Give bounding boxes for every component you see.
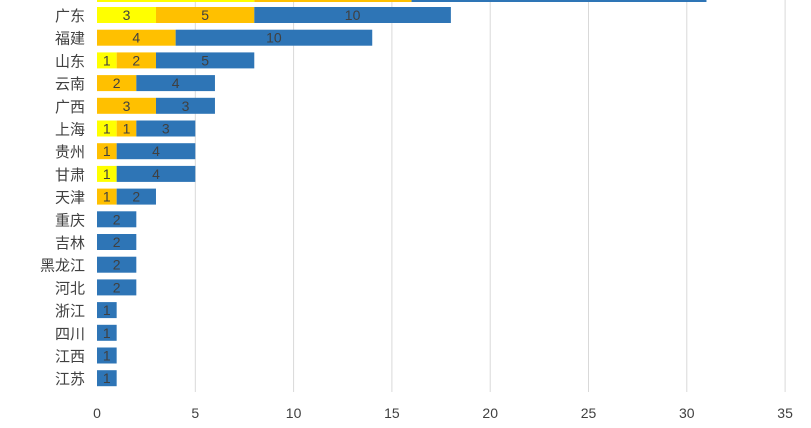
bar-segment	[155, 7, 255, 23]
x-tick-label: 10	[286, 405, 302, 421]
category-label: 吉林	[55, 234, 85, 252]
data-label: 2	[113, 234, 121, 250]
data-label: 2	[113, 75, 121, 91]
data-label: 1	[103, 370, 111, 386]
data-label: 1	[103, 121, 111, 137]
data-label: 1	[103, 325, 111, 341]
bar-segment	[97, 324, 117, 341]
x-tick-label: 25	[581, 405, 597, 421]
category-label: 广西	[55, 98, 85, 116]
data-label: 2	[113, 279, 121, 295]
bar-segment	[97, 279, 137, 296]
category-label: 天津	[55, 189, 85, 207]
data-label: 5	[201, 7, 209, 23]
data-label: 5	[201, 52, 209, 68]
category-label: 江西	[55, 348, 85, 366]
bar-segment	[97, 7, 156, 23]
bar-segment	[97, 370, 117, 387]
bar-segment	[175, 29, 373, 46]
bar-segment	[155, 97, 215, 114]
partial-bar-segment	[411, 0, 707, 2]
data-label: 2	[132, 52, 140, 68]
data-label: 10	[266, 30, 282, 46]
category-label: 浙江	[55, 302, 85, 320]
gridlines	[194, 0, 786, 392]
bar-segment	[97, 29, 176, 46]
data-label: 4	[172, 75, 180, 91]
data-label: 4	[132, 30, 140, 46]
data-label: 1	[103, 189, 111, 205]
category-label: 上海	[55, 121, 85, 139]
data-label: 1	[103, 302, 111, 318]
category-label: 重庆	[55, 211, 85, 229]
data-label: 1	[123, 121, 131, 137]
partial-bar-segment	[97, 0, 255, 2]
bar-segment	[97, 97, 156, 114]
x-tick-label: 20	[482, 405, 498, 421]
bar-segment	[116, 120, 137, 137]
bar-segment	[155, 52, 255, 69]
x-tick-label: 15	[384, 405, 400, 421]
category-label: 四川	[55, 325, 85, 343]
bar-segment	[97, 52, 117, 69]
data-label: 10	[345, 7, 361, 23]
partial-bar-segment	[254, 0, 412, 2]
data-label: 1	[103, 166, 111, 182]
bar-segment	[97, 347, 117, 364]
category-label: 甘肃	[55, 166, 85, 184]
bar-segment	[97, 302, 117, 319]
x-tick-label: 0	[93, 405, 101, 421]
data-label: 2	[113, 211, 121, 227]
x-tick-label: 35	[777, 405, 793, 421]
bar-segment	[97, 256, 137, 273]
data-label: 1	[103, 143, 111, 159]
bar-segment	[97, 165, 117, 182]
bar-segment	[116, 165, 196, 182]
data-label: 4	[152, 143, 160, 159]
bar-segment	[97, 188, 117, 205]
category-label: 黑龙江	[40, 257, 85, 275]
category-label: 山东	[55, 52, 85, 70]
x-tick-label: 5	[191, 405, 199, 421]
partial-top-bar	[97, 0, 707, 2]
category-label: 江苏	[55, 370, 85, 388]
data-label: 3	[162, 121, 170, 137]
data-label: 1	[103, 52, 111, 68]
bar-segment	[136, 75, 215, 92]
bar-segment	[116, 52, 156, 69]
x-axis-tick-labels: 0 5 10 15 20 25 30 35	[93, 405, 793, 421]
bar-segment	[116, 143, 196, 160]
bar-segment	[97, 211, 137, 228]
bar-segment	[116, 188, 156, 205]
data-label: 4	[152, 166, 160, 182]
data-label: 3	[123, 98, 131, 114]
data-label: 3	[123, 7, 131, 23]
category-label: 河北	[55, 279, 85, 297]
bar-segment	[97, 143, 117, 160]
bar-segment	[97, 234, 137, 250]
data-label: 3	[182, 98, 190, 114]
x-tick-label: 30	[679, 405, 695, 421]
bar-segment	[136, 120, 196, 137]
category-label: 贵州	[55, 143, 85, 161]
category-label: 广东	[55, 7, 85, 25]
data-label: 2	[113, 257, 121, 273]
bar-segment	[97, 120, 117, 137]
data-label: 2	[132, 189, 140, 205]
category-label: 福建	[55, 30, 85, 48]
bar-segment	[97, 75, 137, 92]
data-label: 1	[103, 348, 111, 364]
category-label: 云南	[55, 75, 85, 93]
bar-segment	[254, 7, 451, 23]
